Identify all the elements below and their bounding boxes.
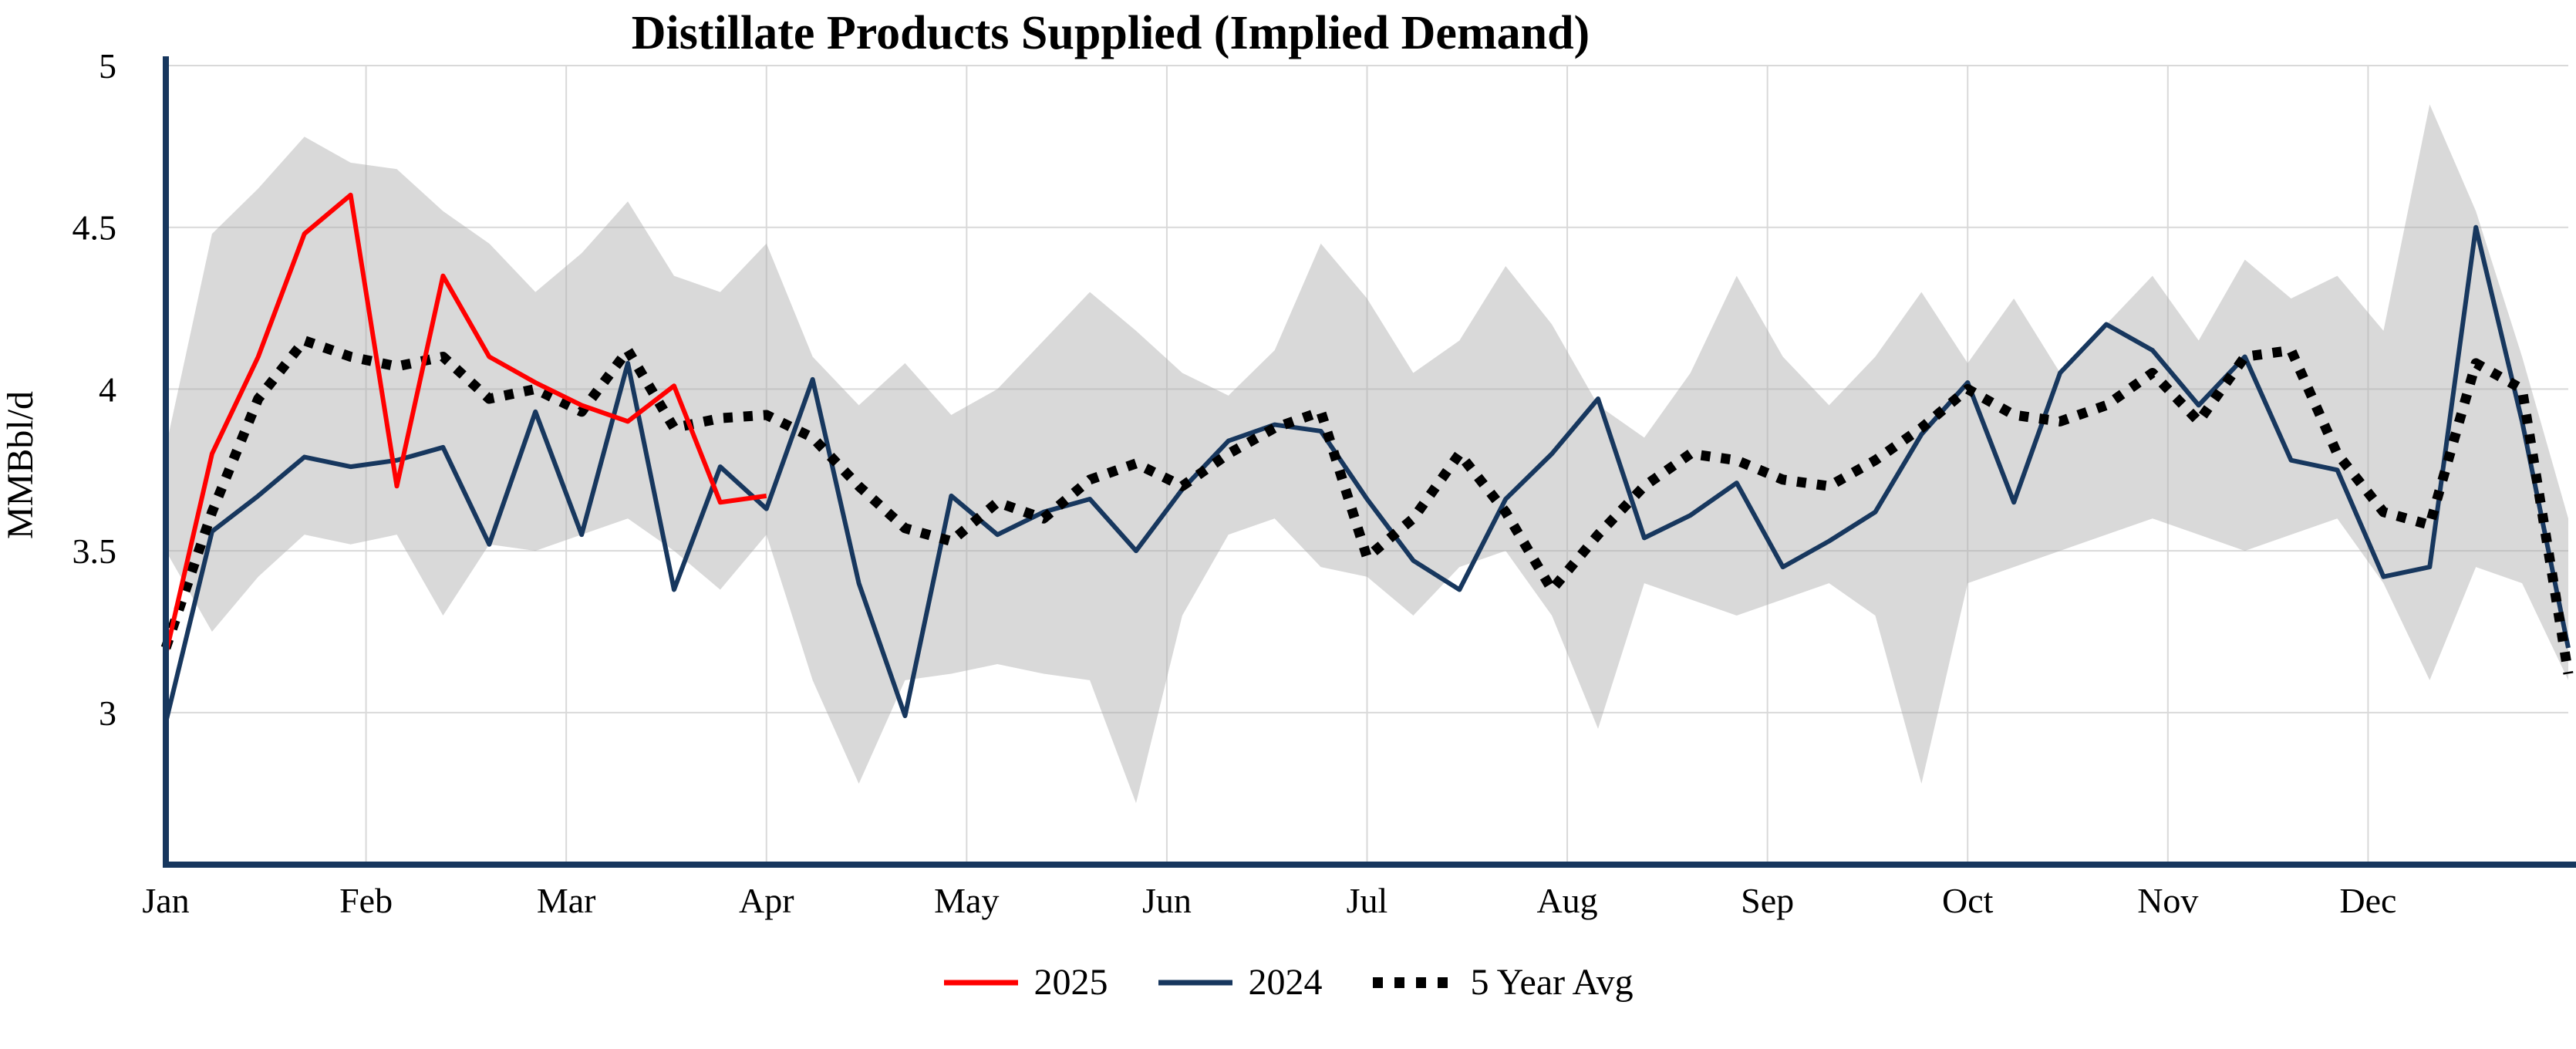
series-line-2024 xyxy=(164,224,2571,724)
legend-line-2024-icon xyxy=(1158,980,1233,985)
x-tick-label: Jan xyxy=(142,881,189,920)
legend-label-2025: 2025 xyxy=(1033,962,1108,1003)
x-tick-label: Feb xyxy=(339,881,393,920)
x-tick-label: May xyxy=(934,881,999,920)
x-tick-label: Nov xyxy=(2137,881,2198,920)
y-axis-label: MMBbl/d xyxy=(0,391,41,539)
tick-labels: 5 4.5 4 3.5 3 Jan Feb Mar Apr May Jun Jul Aug Sep Oct N… xyxy=(72,46,2397,920)
y-tick-label: 4 xyxy=(99,369,116,409)
legend-item-2024: 2024 xyxy=(1157,961,1322,1003)
x-tick-label: Sep xyxy=(1741,881,1794,920)
x-tick-label: Oct xyxy=(1942,881,1994,920)
legend-item-5-year-avg: 5 Year Avg xyxy=(1371,961,1634,1003)
legend-label-2024: 2024 xyxy=(1248,962,1323,1003)
gridlines xyxy=(165,65,2568,865)
y-tick-label: 3 xyxy=(99,693,116,733)
series-line-5-year-avg xyxy=(160,336,2574,675)
x-tick-label: Aug xyxy=(1536,881,1597,920)
five-year-range-band xyxy=(166,104,2568,804)
x-tick-label: Mar xyxy=(537,881,596,920)
x-tick-label: Dec xyxy=(2339,881,2396,920)
legend-dotted-line-icon xyxy=(1373,976,1455,988)
y-tick-label: 3.5 xyxy=(72,531,117,571)
y-tick-label: 4.5 xyxy=(72,208,117,248)
legend-item-2025: 2025 xyxy=(942,961,1108,1003)
chart-title: Distillate Products Supplied (Implied De… xyxy=(631,7,1590,59)
legend-line-2025-icon xyxy=(944,980,1019,985)
x-tick-label: Jul xyxy=(1347,881,1388,920)
x-tick-label: Apr xyxy=(739,881,794,920)
y-tick-label: 5 xyxy=(99,46,116,86)
x-tick-label: Jun xyxy=(1142,881,1192,920)
legend: 2025 2024 5 Year Avg xyxy=(0,961,2576,1003)
series-line-2025 xyxy=(164,192,767,656)
legend-label-5-year-avg: 5 Year Avg xyxy=(1470,962,1634,1003)
